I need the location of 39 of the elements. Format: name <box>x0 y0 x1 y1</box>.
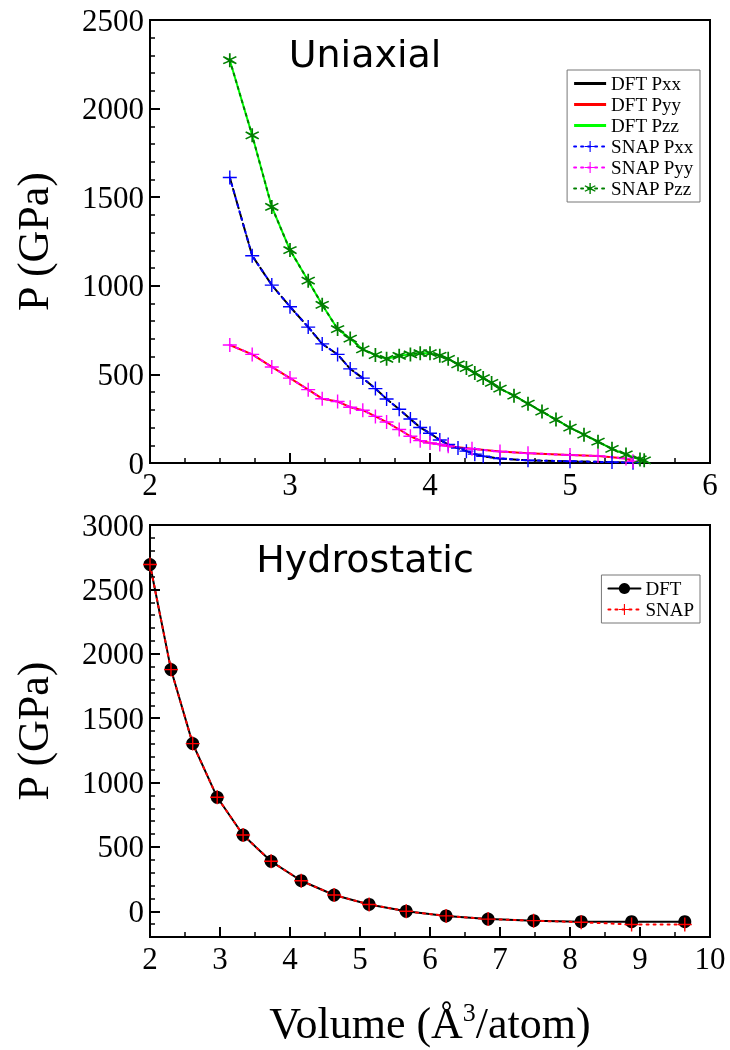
legend-label: SNAP Pyy <box>611 157 694 178</box>
y-tick-label: 0 <box>128 445 144 481</box>
x-tick-label: 6 <box>422 941 438 976</box>
chart-title: Uniaxial <box>288 32 442 76</box>
y-tick-label: 500 <box>97 356 144 392</box>
x-tick-label: 5 <box>562 467 578 502</box>
x-tick-label: 6 <box>702 467 718 502</box>
y-axis-title: P (GPa) <box>8 172 58 311</box>
y-tick-label: 500 <box>97 829 144 865</box>
y-axis-title: P (GPa) <box>8 661 58 801</box>
y-tick-label: 1500 <box>82 179 144 215</box>
x-tick-label: 7 <box>492 941 508 976</box>
x-tick-label: 10 <box>694 941 726 976</box>
legend-label: SNAP Pzz <box>611 178 692 199</box>
legend-label: DFT <box>645 578 682 599</box>
x-tick-label: 3 <box>282 467 298 502</box>
y-tick-label: 2500 <box>82 571 144 607</box>
y-tick-label: 2000 <box>82 91 144 127</box>
y-tick-label: 2000 <box>82 636 144 672</box>
x-tick-label: 2 <box>142 467 158 502</box>
y-tick-label: 2500 <box>82 2 144 38</box>
y-tick-label: 1000 <box>82 765 144 800</box>
x-tick-label: 3 <box>212 941 228 976</box>
legend-label: DFT Pyy <box>611 94 682 115</box>
y-tick-label: 1500 <box>82 700 144 736</box>
legend-label: DFT Pxx <box>611 73 682 94</box>
x-tick-label: 8 <box>562 941 578 976</box>
x-tick-label: 4 <box>422 467 439 502</box>
chart-title: Hydrostatic <box>256 537 474 581</box>
x-tick-label: 4 <box>282 941 299 976</box>
x-tick-label: 5 <box>352 941 368 976</box>
x-tick-label: 2 <box>142 941 158 976</box>
y-tick-label: 0 <box>128 893 144 929</box>
x-tick-label: 9 <box>632 941 648 976</box>
legend-label: DFT Pzz <box>611 115 679 136</box>
legend-label: SNAP Pxx <box>611 136 694 157</box>
legend-label: SNAP <box>645 599 694 620</box>
y-tick-label: 1000 <box>82 268 144 304</box>
y-tick-label: 3000 <box>82 507 144 543</box>
